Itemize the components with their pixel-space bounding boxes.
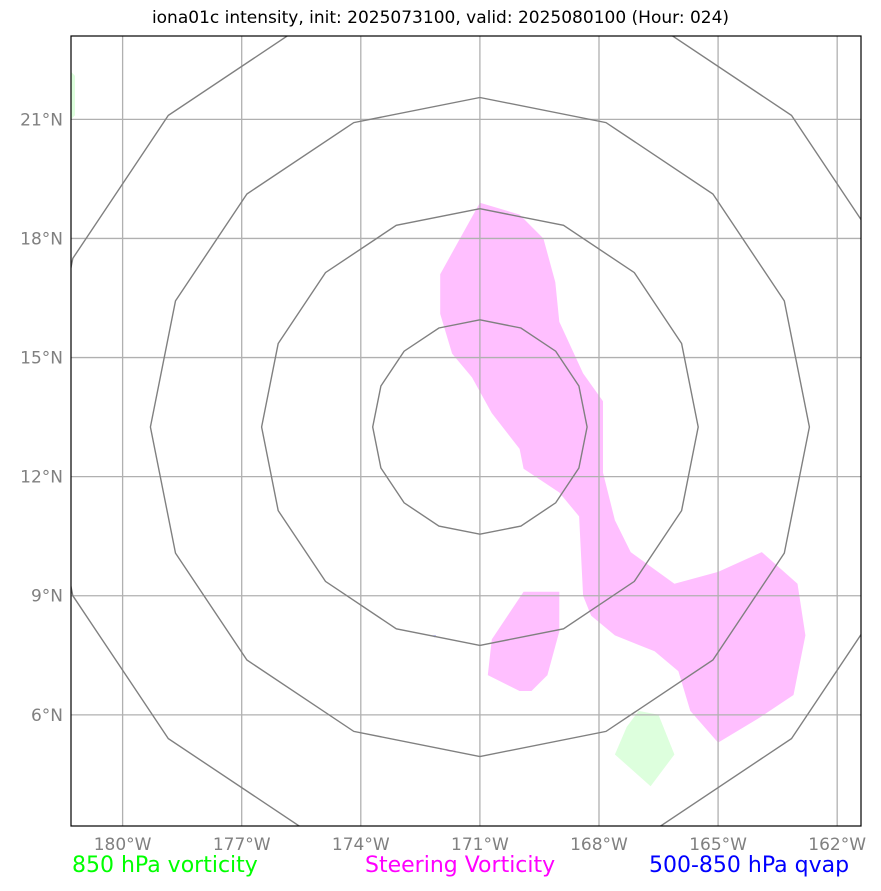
lat-tick-label: 9°N (31, 587, 63, 607)
legend-qvap: 500-850 hPa qvap (649, 853, 850, 878)
vorticity-850-area-1 (71, 71, 75, 120)
range-rings (71, 36, 861, 826)
lon-tick-label: 177°W (213, 835, 271, 855)
lon-tick-label: 180°W (94, 835, 152, 855)
lon-tick-label: 168°W (570, 835, 628, 855)
lat-tick-label: 15°N (20, 349, 63, 369)
vorticity-850-area-0 (614, 710, 675, 787)
range-ring-1 (371, 319, 588, 535)
axis-tick-labels: 180°W 177°W 174°W 171°W 168°W 165°W 162°W 21°N 1… (20, 110, 866, 855)
map-title: iona01c intensity, init: 2025073100, val… (151, 8, 730, 28)
steering-vorticity-area-1 (487, 591, 560, 691)
plot-frame (70, 35, 862, 827)
lat-tick-label: 12°N (20, 468, 63, 488)
lon-tick-label: 171°W (451, 835, 509, 855)
lon-tick-label: 162°W (808, 835, 866, 855)
gridlines (71, 36, 861, 826)
steering-vorticity-area-0 (440, 202, 806, 743)
range-ring-4 (71, 36, 861, 826)
legend-steering-vorticity: Steering Vorticity (365, 853, 556, 878)
lon-tick-label: 174°W (332, 835, 390, 855)
field-layers (71, 71, 806, 787)
lat-tick-label: 18°N (20, 229, 63, 249)
legend-850-vorticity: 850 hPa vorticity (72, 853, 258, 878)
lat-tick-label: 21°N (20, 110, 63, 130)
range-ring-2 (260, 208, 699, 647)
lon-tick-label: 165°W (689, 835, 747, 855)
range-ring-3 (149, 96, 811, 758)
lat-tick-label: 6°N (31, 706, 63, 726)
